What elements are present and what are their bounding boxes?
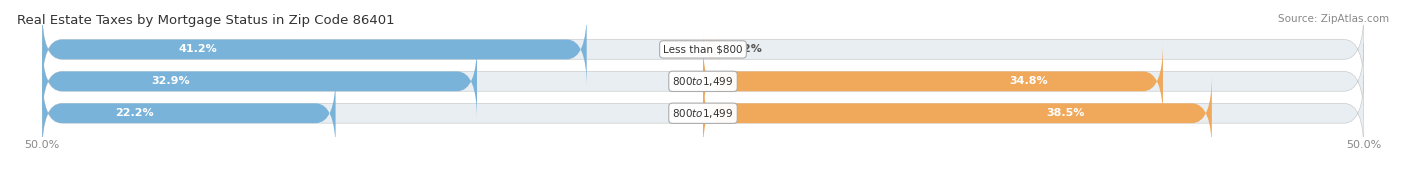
FancyBboxPatch shape (42, 75, 336, 151)
Text: 1.2%: 1.2% (733, 44, 763, 54)
Text: Source: ZipAtlas.com: Source: ZipAtlas.com (1278, 14, 1389, 24)
Text: $800 to $1,499: $800 to $1,499 (672, 75, 734, 88)
Text: $800 to $1,499: $800 to $1,499 (672, 107, 734, 120)
FancyBboxPatch shape (703, 34, 718, 65)
FancyBboxPatch shape (42, 43, 477, 119)
Text: 38.5%: 38.5% (1046, 108, 1084, 118)
Text: 32.9%: 32.9% (150, 76, 190, 86)
FancyBboxPatch shape (42, 11, 1364, 87)
FancyBboxPatch shape (42, 75, 1364, 151)
Text: Less than $800: Less than $800 (664, 44, 742, 54)
FancyBboxPatch shape (42, 11, 586, 87)
Text: 41.2%: 41.2% (179, 44, 217, 54)
Text: 34.8%: 34.8% (1010, 76, 1047, 86)
FancyBboxPatch shape (703, 75, 1212, 151)
Legend: Without Mortgage, With Mortgage: Without Mortgage, With Mortgage (582, 193, 824, 196)
FancyBboxPatch shape (42, 43, 1364, 119)
Text: Real Estate Taxes by Mortgage Status in Zip Code 86401: Real Estate Taxes by Mortgage Status in … (17, 14, 395, 27)
FancyBboxPatch shape (703, 43, 1163, 119)
Text: 22.2%: 22.2% (115, 108, 155, 118)
